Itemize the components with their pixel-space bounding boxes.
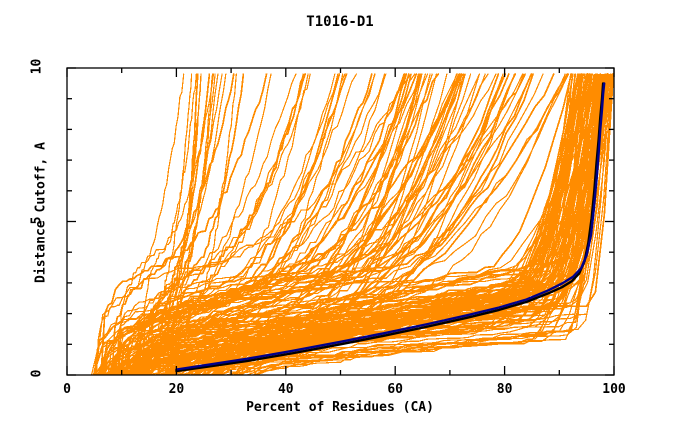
- highlight-curve-group: [175, 82, 606, 373]
- x-tick-label: 100: [602, 382, 626, 397]
- y-tick-label: 10: [29, 58, 45, 75]
- page-title: T1016-D1: [306, 14, 374, 30]
- x-axis-label: Percent of Residues (CA): [246, 400, 434, 415]
- y-tick-label: 5: [29, 216, 45, 224]
- axis-frame: [66, 67, 615, 376]
- x-tick-label: 80: [496, 382, 513, 397]
- x-tick-label: 0: [63, 382, 71, 397]
- y-tick-label: 0: [29, 369, 45, 378]
- background-curve-group: [90, 73, 614, 375]
- x-tick-label: 20: [168, 382, 185, 397]
- x-tick-label: 40: [277, 382, 294, 397]
- x-tick-label: 60: [387, 382, 404, 397]
